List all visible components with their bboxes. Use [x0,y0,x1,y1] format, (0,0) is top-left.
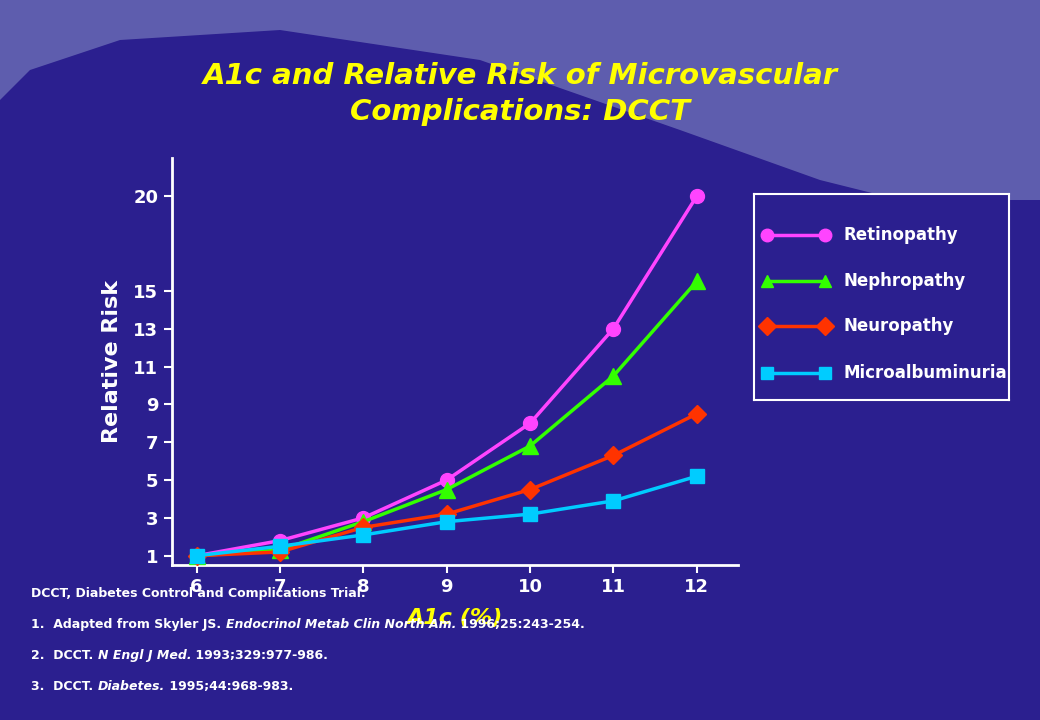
Text: DCCT, Diabetes Control and Complications Trial.: DCCT, Diabetes Control and Complications… [31,587,366,600]
Text: 2.  DCCT.: 2. DCCT. [31,649,98,662]
Text: 1996;25:243-254.: 1996;25:243-254. [457,618,584,631]
Text: N Engl J Med.: N Engl J Med. [98,649,191,662]
Text: 1.  Adapted from Skyler JS.: 1. Adapted from Skyler JS. [31,618,226,631]
Polygon shape [0,0,1040,200]
Text: Nephropathy: Nephropathy [843,271,965,289]
Text: Retinopathy: Retinopathy [843,226,958,244]
Text: Diabetes.: Diabetes. [98,680,165,693]
Text: 3.  DCCT.: 3. DCCT. [31,680,98,693]
Text: 1993;329:977-986.: 1993;329:977-986. [191,649,329,662]
Text: Microalbuminuria: Microalbuminuria [843,364,1007,382]
Text: Endocrinol Metab Clin North Am.: Endocrinol Metab Clin North Am. [226,618,457,631]
Text: Neuropathy: Neuropathy [843,317,954,335]
Text: Complications: DCCT: Complications: DCCT [350,98,690,125]
X-axis label: A1c (%): A1c (%) [407,608,503,628]
Y-axis label: Relative Risk: Relative Risk [102,280,123,444]
Text: 1995;44:968-983.: 1995;44:968-983. [165,680,293,693]
Text: A1c and Relative Risk of Microvascular: A1c and Relative Risk of Microvascular [203,62,837,89]
